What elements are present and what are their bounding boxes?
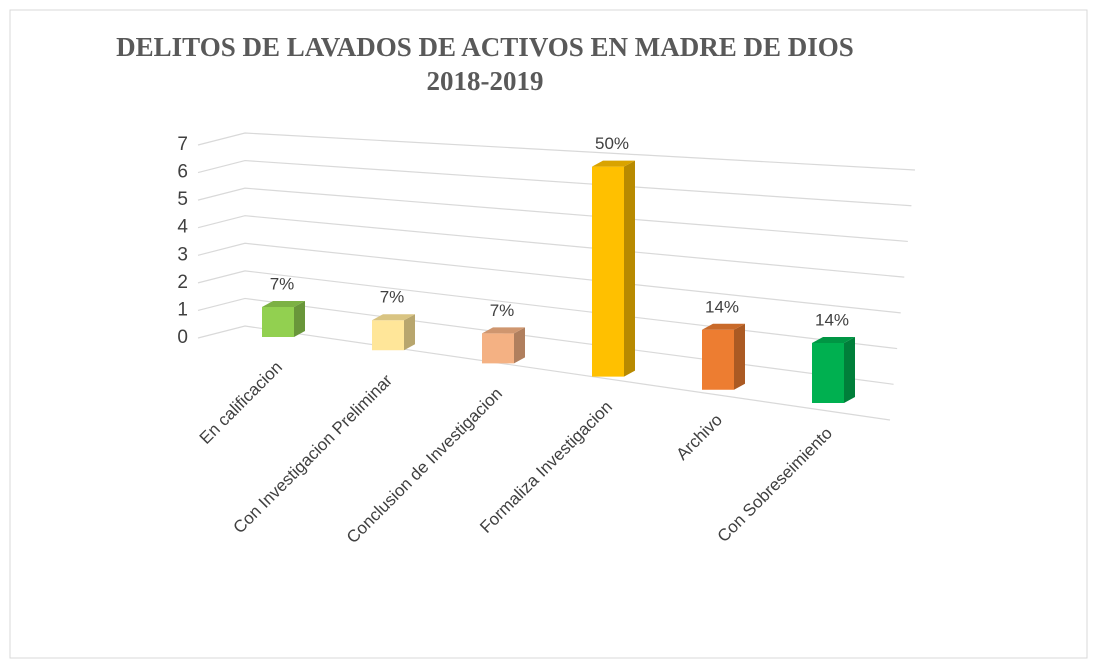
bar-side (514, 327, 525, 364)
bar (262, 301, 305, 337)
bar (372, 314, 415, 351)
bar-front (702, 329, 734, 390)
y-tick-label: 7 (177, 134, 188, 155)
grid-line (197, 159, 912, 207)
bar-front (592, 166, 624, 377)
y-tick-label: 3 (177, 244, 188, 265)
y-tick-label: 0 (177, 327, 188, 348)
grid-line (197, 187, 908, 243)
bar (482, 327, 525, 364)
y-tick-label: 5 (177, 189, 188, 210)
bar-side (294, 301, 305, 337)
bar-top (812, 337, 855, 343)
data-label: 14% (705, 297, 739, 316)
data-label: 7% (270, 274, 295, 293)
grid-line (197, 132, 916, 171)
y-tick-label: 1 (177, 299, 188, 320)
bar (812, 337, 855, 403)
bar-top (372, 314, 415, 321)
data-label: 7% (380, 288, 405, 307)
bar-side (734, 323, 745, 390)
grid-line (197, 325, 891, 421)
data-label: 50% (595, 134, 629, 153)
chart-title: DELITOS DE LAVADOS DE ACTIVOS EN MADRE D… (116, 32, 854, 62)
bar-front (482, 333, 514, 364)
y-tick-label: 6 (177, 162, 188, 183)
bar-top (702, 323, 745, 330)
grid-line (197, 297, 894, 385)
chart-title: 2018-2019 (427, 66, 544, 96)
bar (592, 160, 635, 377)
bar-side (624, 160, 635, 377)
data-label: 7% (490, 301, 515, 320)
grid-line (197, 215, 905, 278)
bar-front (812, 343, 844, 403)
grid-line (197, 270, 898, 350)
chart-frame (9, 9, 1088, 659)
bar-top (482, 327, 525, 334)
bar-side (404, 314, 415, 351)
bar-side (844, 337, 855, 403)
bar-front (262, 307, 294, 337)
bar-front (372, 320, 404, 351)
bar-top (262, 301, 305, 307)
bar (702, 323, 745, 390)
grid-line (197, 242, 901, 314)
data-label: 14% (815, 310, 849, 329)
bar-top (592, 160, 635, 167)
y-tick-label: 2 (177, 272, 188, 293)
y-tick-label: 4 (177, 217, 188, 238)
